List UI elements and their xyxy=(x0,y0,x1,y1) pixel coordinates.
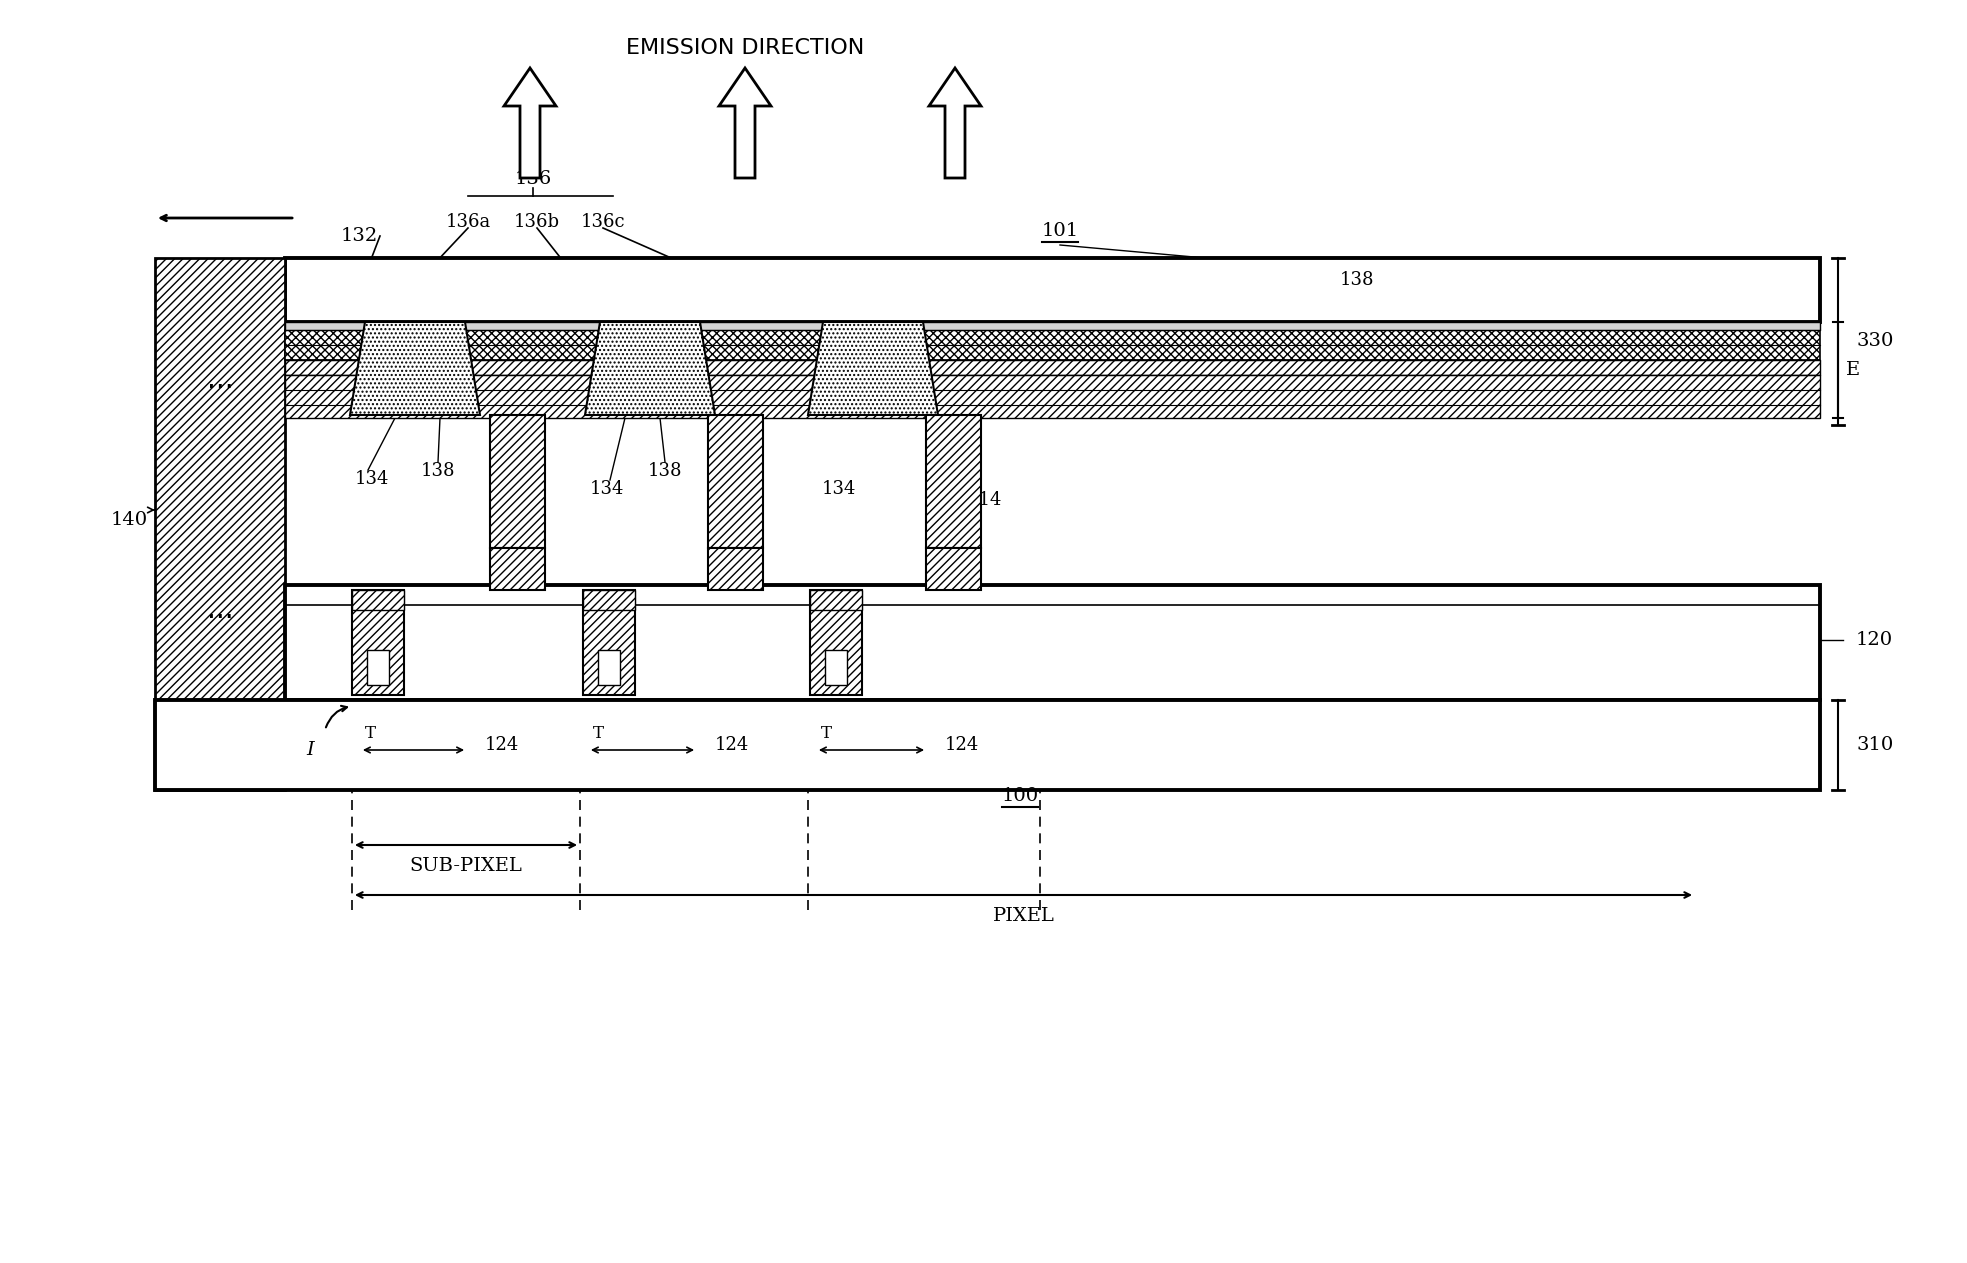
Text: 310: 310 xyxy=(1857,736,1894,754)
Text: PIXEL: PIXEL xyxy=(993,907,1054,925)
Text: 120: 120 xyxy=(1857,632,1892,649)
Bar xyxy=(155,258,285,758)
Bar xyxy=(490,416,545,548)
Text: ...: ... xyxy=(207,366,234,394)
Bar xyxy=(810,590,862,695)
Bar xyxy=(155,700,1819,789)
Bar xyxy=(582,590,635,695)
Bar xyxy=(582,590,635,610)
Bar xyxy=(285,322,1819,330)
Bar xyxy=(285,360,1819,375)
Polygon shape xyxy=(350,322,480,416)
Bar xyxy=(285,258,1819,322)
Text: 134: 134 xyxy=(590,480,624,498)
Text: 136b: 136b xyxy=(513,213,561,231)
Bar xyxy=(352,590,403,610)
Text: 114: 114 xyxy=(500,541,535,558)
Text: 138: 138 xyxy=(421,462,454,480)
Bar xyxy=(926,548,982,590)
Polygon shape xyxy=(720,68,771,178)
Bar xyxy=(368,650,389,685)
Bar xyxy=(285,375,1819,418)
Bar xyxy=(824,650,848,685)
Text: 124: 124 xyxy=(944,736,980,754)
Text: 122: 122 xyxy=(718,460,751,477)
Text: 112: 112 xyxy=(507,562,543,580)
Text: 112: 112 xyxy=(944,562,978,580)
Text: 100: 100 xyxy=(1001,787,1039,805)
Text: 136a: 136a xyxy=(445,213,490,231)
Text: I: I xyxy=(307,741,315,759)
Bar xyxy=(926,416,982,548)
Polygon shape xyxy=(584,322,714,416)
Text: SUB-PIXEL: SUB-PIXEL xyxy=(409,858,523,875)
Text: 124: 124 xyxy=(486,736,519,754)
Text: 134: 134 xyxy=(822,480,856,498)
Polygon shape xyxy=(808,322,938,416)
Bar xyxy=(708,548,763,590)
Text: 134: 134 xyxy=(354,470,389,488)
Text: 124: 124 xyxy=(714,736,749,754)
Text: E: E xyxy=(1845,361,1861,379)
Text: 114: 114 xyxy=(720,541,755,558)
Text: 112: 112 xyxy=(726,562,761,580)
Bar xyxy=(490,548,545,590)
Text: 122: 122 xyxy=(938,460,972,477)
Bar xyxy=(352,590,403,695)
Text: 140: 140 xyxy=(110,512,148,529)
Text: 138: 138 xyxy=(647,462,683,480)
Polygon shape xyxy=(504,68,557,178)
Bar xyxy=(285,585,1819,700)
Bar xyxy=(810,590,862,610)
Text: T: T xyxy=(820,725,832,741)
Text: 114: 114 xyxy=(968,491,1003,509)
Bar xyxy=(598,650,620,685)
Polygon shape xyxy=(928,68,982,178)
Text: T: T xyxy=(592,725,604,741)
Text: 330: 330 xyxy=(1857,332,1894,351)
Bar xyxy=(285,330,1819,360)
Text: T: T xyxy=(364,725,376,741)
Bar xyxy=(708,416,763,548)
Text: 101: 101 xyxy=(1041,222,1078,240)
Text: 136: 136 xyxy=(515,171,551,188)
Text: 122: 122 xyxy=(498,460,533,477)
Text: 132: 132 xyxy=(340,227,378,245)
Bar xyxy=(155,700,285,789)
Text: 136c: 136c xyxy=(580,213,626,231)
Text: EMISSION DIRECTION: EMISSION DIRECTION xyxy=(626,38,864,58)
Text: 138: 138 xyxy=(1340,272,1375,289)
Text: ...: ... xyxy=(207,596,234,624)
